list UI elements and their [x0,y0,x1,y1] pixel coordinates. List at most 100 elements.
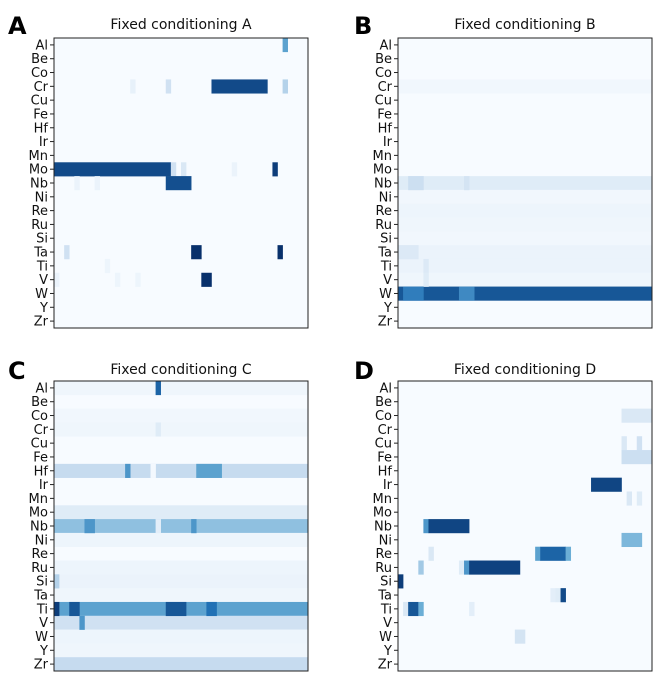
heatmap-cell [114,272,121,287]
heatmap-row-fill-y [54,643,308,658]
y-tick-label: Ta [33,246,48,261]
heatmap-cell [423,258,429,274]
heatmap-cell [155,519,161,534]
heatmap-cell [408,601,419,617]
heatmap-cell [69,601,80,617]
y-tick-label: Cu [375,94,392,109]
heatmap-cell [135,272,141,287]
y-tick-label: Ni [35,533,48,548]
heatmap-cell [565,546,572,561]
y-tick-label: Hf [34,121,49,136]
heatmap-cell [74,176,80,191]
heatmap-cell [201,272,212,287]
y-tick-label: Cr [34,423,49,438]
y-tick-label: Si [36,575,48,590]
y-tick-label: Nb [30,177,48,192]
heatmap-cell [398,574,404,589]
y-tick-label: Zr [378,658,393,673]
y-tick-label: Cr [378,80,393,95]
heatmap-cell [165,176,192,191]
heatmap-row-fill-re [398,203,652,218]
y-tick-label: Be [31,395,48,410]
heatmap-cell [125,463,131,478]
heatmap-row-fill-w [398,286,652,301]
heatmap-cell [79,615,85,630]
heatmap-cell [428,519,470,534]
y-tick-label: Al [35,38,48,53]
heatmap-row-fill-ti [398,258,652,274]
heatmap-cell [181,162,187,177]
y-tick-label: Co [31,66,48,81]
heatmap-cell [54,162,172,177]
heatmap-cell [231,162,238,177]
heatmap-cell [621,450,653,465]
y-tick-label: Cu [375,437,392,452]
y-tick-label: Hf [378,464,393,479]
heatmap-row-fill-hf [54,463,308,478]
heatmap-cell [272,162,278,177]
heatmap-cell [535,546,541,561]
y-tick-label: Co [31,409,48,424]
heatmap-cell [191,245,202,260]
y-tick-label: Ir [383,135,393,150]
heatmap-cell [550,588,556,603]
y-tick-label: V [383,616,392,631]
y-tick-label: Y [383,644,392,659]
y-tick-label: V [39,616,48,631]
heatmap-cell [469,601,475,617]
heatmap-cell [464,176,470,191]
heatmap-cell [211,79,268,94]
heatmap-cell [170,162,177,177]
y-tick-label: Cu [31,94,48,109]
heatmap-row-fill-nb [54,519,308,534]
heatmap-row-fill-v [398,272,652,287]
y-tick-label: Si [380,232,392,247]
y-tick-label: Ta [377,589,392,604]
heatmap-row-fill-ni [54,532,308,548]
y-tick-label: V [39,273,48,288]
y-tick-label: Al [379,38,392,53]
y-tick-label: Ru [375,561,392,576]
heatmap-cell [621,408,653,423]
y-tick-label: Re [32,547,48,562]
y-tick-label: Ta [377,246,392,261]
y-tick-label: Mo [29,506,48,521]
panel-label: B [354,12,372,40]
y-tick-label: Fe [377,107,392,122]
y-tick-label: Be [375,52,392,67]
y-tick-label: Si [380,575,392,590]
heatmap-cell [418,601,424,617]
heatmap-cell [282,79,288,94]
heatmap-row-fill-zr [54,657,308,672]
y-tick-label: Re [376,547,392,562]
y-tick-label: Al [379,381,392,396]
y-tick-label: Mo [29,163,48,178]
heatmap-cell [150,463,156,478]
y-tick-label: W [35,630,48,645]
y-tick-label: Mn [373,492,392,507]
heatmap-cell [398,245,419,260]
y-tick-label: Si [36,232,48,247]
y-tick-label: Cr [378,423,393,438]
heatmap-row-fill-si [398,231,652,246]
panel-b: B Fixed conditioning B AlBeCoCrCuFeHfIrMnM… [354,12,653,330]
y-tick-label: Re [376,204,392,219]
heatmap-row-fill-ta [398,245,652,260]
heatmap-cell [206,601,217,617]
heatmap-cell [408,176,424,191]
y-tick-label: Zr [34,315,49,330]
panel-a: A Fixed conditioning A AlBeCoCrCuFeHfIrMnM… [8,12,309,330]
heatmap-row-fill-v [54,615,308,630]
heatmap-cell [54,601,60,617]
y-tick-label: Ir [383,478,393,493]
y-tick-label: Fe [33,107,48,122]
heatmap-cell [464,560,470,575]
heatmap-cell [104,258,111,274]
y-tick-label: Ti [36,602,48,617]
y-tick-label: Hf [378,121,393,136]
heatmap-cell [196,463,222,478]
y-tick-label: Mo [373,163,392,178]
y-tick-label: Re [32,204,48,219]
heatmap-cell [636,491,643,506]
y-tick-label: Nb [374,177,392,192]
